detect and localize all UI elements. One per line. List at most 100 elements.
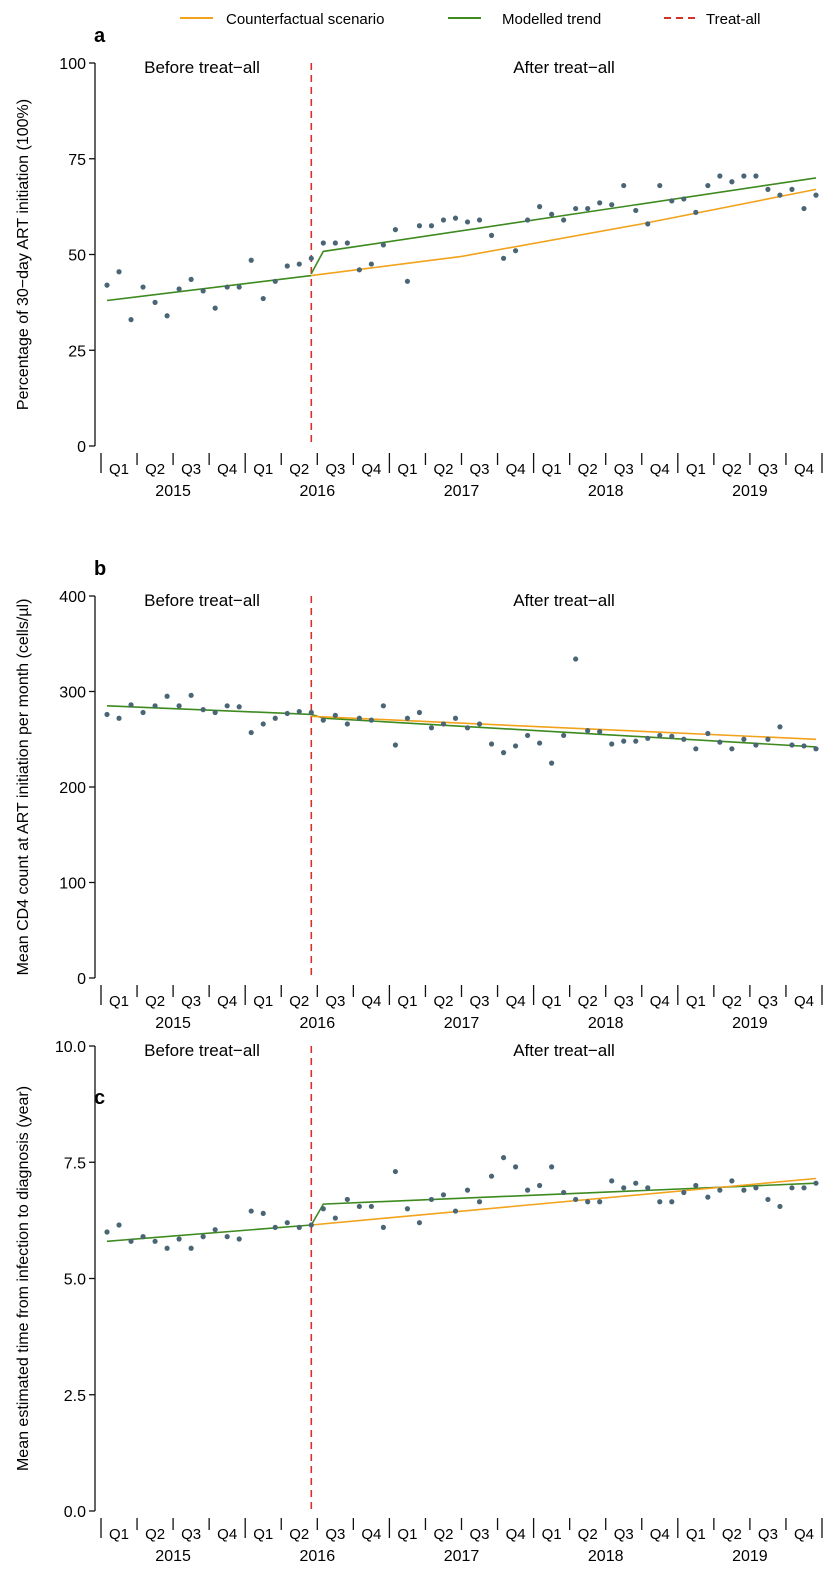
data-point (260, 721, 266, 727)
data-point (512, 248, 519, 254)
data-point (585, 1199, 591, 1205)
data-point (296, 261, 302, 267)
data-point (464, 725, 471, 731)
data-point (404, 715, 411, 721)
x-quarter-label: Q1 (253, 993, 273, 1010)
data-point (500, 750, 507, 756)
data-point (705, 730, 711, 737)
before-treat-all-label: Before treat−all (144, 1041, 260, 1060)
x-quarter-label: Q1 (397, 993, 417, 1010)
data-point (801, 1185, 807, 1191)
data-point (621, 1185, 627, 1191)
legend: Counterfactual scenario Modelled trend T… (180, 11, 760, 28)
data-point (729, 746, 735, 752)
data-point (753, 742, 759, 748)
x-year-label: 2015 (155, 483, 191, 500)
counterfactual-line (311, 188, 817, 277)
data-point (597, 200, 603, 206)
data-point (356, 1203, 362, 1210)
data-point (212, 305, 218, 311)
x-quarter-label: Q2 (722, 1526, 742, 1543)
x-quarter-label: Q3 (614, 1526, 634, 1543)
data-point (344, 240, 350, 246)
x-quarter-label: Q4 (361, 461, 381, 478)
x-quarter-label: Q3 (325, 1526, 345, 1543)
data-point (729, 1178, 735, 1184)
x-quarter-label: Q1 (542, 1526, 562, 1543)
data-point (188, 692, 194, 698)
panel-a: a 0 25 50 75 100 Percentage of 30−day ART init… (15, 25, 823, 500)
x-quarter-label: Q2 (433, 461, 453, 478)
data-point (164, 1245, 170, 1251)
x-quarter-label: Q2 (145, 993, 165, 1010)
x-quarter-label: Q1 (397, 1526, 417, 1543)
data-point (332, 1215, 338, 1221)
x-quarter-label: Q4 (650, 993, 670, 1010)
data-point (140, 1234, 146, 1240)
x-quarter-label: Q1 (109, 993, 129, 1010)
data-point (272, 1224, 278, 1230)
data-point (645, 221, 651, 227)
panel-letter: c (94, 1087, 105, 1109)
x-quarter-label: Q4 (361, 1526, 381, 1543)
data-point (392, 742, 399, 748)
data-point (188, 276, 194, 282)
x-year-label: 2015 (155, 1548, 191, 1565)
data-point (308, 255, 314, 261)
y-tick-label: 100 (59, 876, 86, 893)
before-treat-all-label: Before treat−all (144, 58, 260, 77)
data-point (789, 1185, 795, 1191)
y-tick-label: 300 (59, 685, 86, 702)
data-point (152, 1238, 158, 1244)
data-point (428, 1196, 435, 1203)
x-quarter-label: Q4 (794, 461, 814, 478)
data-point (260, 295, 266, 302)
data-point (116, 269, 122, 275)
x-quarter-label: Q3 (181, 993, 201, 1010)
data-point (621, 182, 627, 189)
data-point (609, 202, 615, 208)
data-point (284, 710, 290, 717)
x-year-label: 2016 (300, 1015, 336, 1032)
modelled-trend-line (106, 705, 312, 716)
data-point (801, 743, 807, 749)
data-point (693, 209, 699, 215)
data-point (152, 299, 158, 305)
data-point (561, 217, 567, 223)
data-point (813, 746, 819, 752)
data-point (669, 733, 675, 739)
x-quarter-label: Q2 (722, 993, 742, 1010)
data-point (236, 704, 242, 710)
modelled-trend-line (106, 1224, 312, 1243)
y-tick-label: 0 (77, 971, 86, 988)
data-point (404, 278, 411, 284)
x-quarter-label: Q2 (578, 993, 598, 1010)
x-quarter-label: Q3 (470, 1526, 490, 1543)
data-point (524, 1187, 531, 1193)
data-point (789, 742, 795, 748)
data-point (272, 715, 278, 721)
x-quarter-label: Q3 (470, 993, 490, 1010)
data-point (392, 227, 399, 233)
x-year-label: 2017 (444, 483, 480, 500)
data-point (681, 196, 687, 202)
data-point (128, 1238, 134, 1244)
data-point (561, 1189, 567, 1196)
y-tick-label: 200 (59, 780, 86, 797)
x-quarter-label: Q3 (614, 461, 634, 478)
data-point (681, 736, 687, 742)
data-point (573, 656, 579, 662)
data-point (633, 207, 639, 214)
data-point (248, 1208, 254, 1214)
x-year-label: 2019 (732, 1015, 768, 1032)
x-quarter-label: Q4 (506, 993, 526, 1010)
data-point (597, 1199, 603, 1205)
data-point (537, 204, 543, 210)
x-quarter-label: Q3 (614, 993, 634, 1010)
data-point (765, 736, 771, 742)
x-year-label: 2018 (588, 483, 624, 500)
data-point (813, 1180, 819, 1186)
x-quarter-label: Q4 (506, 1526, 526, 1543)
data-point (380, 242, 386, 248)
x-quarter-label: Q1 (686, 461, 706, 478)
